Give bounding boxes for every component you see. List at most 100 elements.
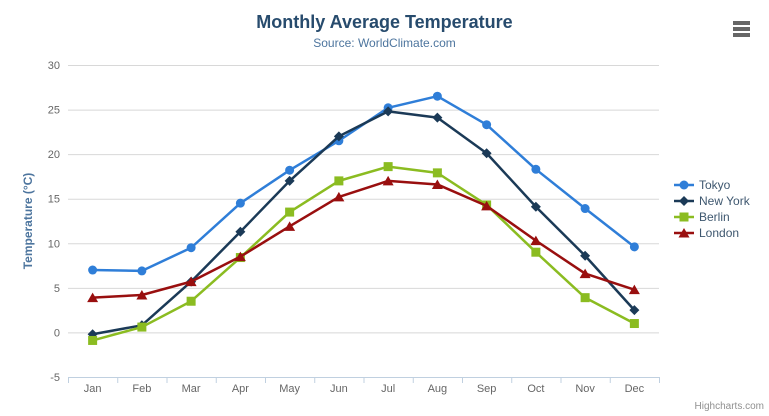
triangle-marker[interactable] (678, 228, 690, 238)
legend-item-london[interactable]: London (674, 225, 750, 241)
square-marker[interactable] (334, 176, 344, 186)
x-axis-tick-label: Nov (575, 383, 595, 395)
square-marker[interactable] (285, 207, 295, 217)
circle-marker[interactable] (432, 91, 442, 101)
triangle-marker[interactable] (87, 292, 99, 303)
x-axis-tick-label: Jan (84, 383, 102, 395)
square-marker[interactable] (432, 168, 442, 178)
diamond-marker[interactable] (383, 106, 394, 117)
circle-marker[interactable] (531, 164, 541, 174)
diamond-marker[interactable] (284, 175, 295, 186)
series-line-tokyo[interactable] (91, 94, 636, 273)
legend: Tokyo New York Berlin London (674, 177, 750, 241)
square-marker[interactable] (629, 319, 639, 329)
square-marker[interactable] (383, 162, 393, 172)
legend-item-tokyo[interactable]: Tokyo (674, 177, 750, 193)
y-axis-tick-label: -5 (50, 372, 60, 384)
x-axis-tick-label: Apr (232, 383, 249, 395)
y-axis-tick-label: 15 (48, 194, 60, 206)
triangle-marker[interactable] (382, 175, 394, 186)
series-london[interactable] (87, 175, 640, 303)
legend-label: London (699, 226, 740, 240)
y-axis-labels: -5 0 5 10 15 20 25 30 (48, 60, 60, 384)
circle-marker[interactable] (285, 165, 295, 175)
x-axis-tick-label: Sep (477, 383, 497, 395)
y-axis-tick-label: 5 (54, 283, 60, 295)
x-axis-tick-label: Mar (182, 383, 201, 395)
circle-marker[interactable] (186, 243, 196, 253)
triangle-legend-marker-icon (674, 228, 694, 238)
diamond-marker[interactable] (629, 305, 640, 316)
chart-title: Monthly Average Temperature (256, 12, 513, 32)
y-axis-tick-label: 25 (48, 105, 60, 117)
hamburger-icon (733, 33, 750, 37)
circle-marker[interactable] (482, 120, 492, 130)
y-axis-tick-label: 10 (48, 238, 60, 250)
square-marker[interactable] (679, 212, 689, 222)
circle-marker[interactable] (88, 265, 98, 275)
legend-item-new-york[interactable]: New York (674, 193, 750, 209)
legend-label: Berlin (699, 210, 730, 224)
x-axis-tick-label: Jul (381, 383, 395, 395)
x-axis-tick-label: Dec (625, 383, 645, 395)
triangle-marker[interactable] (136, 289, 148, 300)
x-axis-tick-label: Jun (330, 383, 348, 395)
circle-marker[interactable] (679, 180, 689, 190)
x-axis-tick-label: May (279, 383, 300, 395)
series-line-london[interactable] (91, 179, 636, 299)
diamond-marker[interactable] (530, 201, 541, 212)
series-new-york[interactable] (87, 106, 640, 340)
x-axis-labels: Jan Feb Mar Apr May Jun Jul Aug Sep Oct Nov Dec (84, 383, 645, 395)
y-axis-tick-label: 30 (48, 60, 60, 72)
circle-legend-marker-icon (674, 180, 694, 190)
diamond-marker[interactable] (580, 250, 591, 261)
y-axis-tick-label: 0 (54, 327, 60, 339)
triangle-marker[interactable] (185, 276, 197, 287)
triangle-marker[interactable] (579, 268, 591, 279)
square-marker[interactable] (580, 293, 590, 303)
chart-subtitle: Source: WorldClimate.com (313, 36, 456, 50)
diamond-marker[interactable] (679, 196, 689, 206)
series-tokyo[interactable] (88, 91, 639, 276)
x-axis-tick-label: Oct (527, 383, 544, 395)
y-axis-tick-label: 20 (48, 149, 60, 161)
legend-item-berlin[interactable]: Berlin (674, 209, 750, 225)
triangle-marker[interactable] (234, 251, 246, 262)
legend-label: New York (699, 194, 750, 208)
triangle-marker[interactable] (431, 179, 443, 189)
square-marker[interactable] (137, 322, 147, 332)
square-legend-marker-icon (674, 212, 694, 222)
triangle-marker[interactable] (284, 221, 296, 231)
y-axis-title: Temperature (°C) (21, 173, 35, 270)
triangle-marker[interactable] (333, 191, 345, 202)
gridlines (68, 65, 659, 378)
diamond-marker[interactable] (432, 112, 443, 123)
hamburger-icon (733, 21, 750, 25)
diamond-marker[interactable] (333, 131, 344, 142)
triangle-marker[interactable] (481, 200, 493, 211)
circle-marker[interactable] (137, 266, 147, 276)
highcharts-credit[interactable]: Highcharts.com (694, 401, 764, 412)
hamburger-icon (733, 27, 750, 31)
export-menu-button[interactable] (730, 18, 754, 40)
triangle-marker[interactable] (530, 235, 542, 246)
diamond-marker[interactable] (481, 148, 492, 159)
triangle-marker[interactable] (628, 284, 640, 295)
square-marker[interactable] (531, 247, 541, 257)
series-line-new-york[interactable] (91, 110, 636, 336)
legend-label: Tokyo (699, 178, 731, 192)
x-axis-tick-label: Aug (428, 383, 448, 395)
diamond-marker[interactable] (235, 226, 246, 237)
circle-marker[interactable] (580, 204, 590, 214)
series-container (87, 91, 640, 345)
square-marker[interactable] (186, 296, 196, 306)
circle-marker[interactable] (235, 198, 245, 208)
x-axis-tick-label: Feb (132, 383, 151, 395)
circle-marker[interactable] (629, 242, 639, 252)
square-marker[interactable] (88, 335, 98, 345)
series-line-berlin[interactable] (91, 165, 636, 342)
x-axis (68, 377, 660, 383)
diamond-legend-marker-icon (674, 196, 694, 206)
